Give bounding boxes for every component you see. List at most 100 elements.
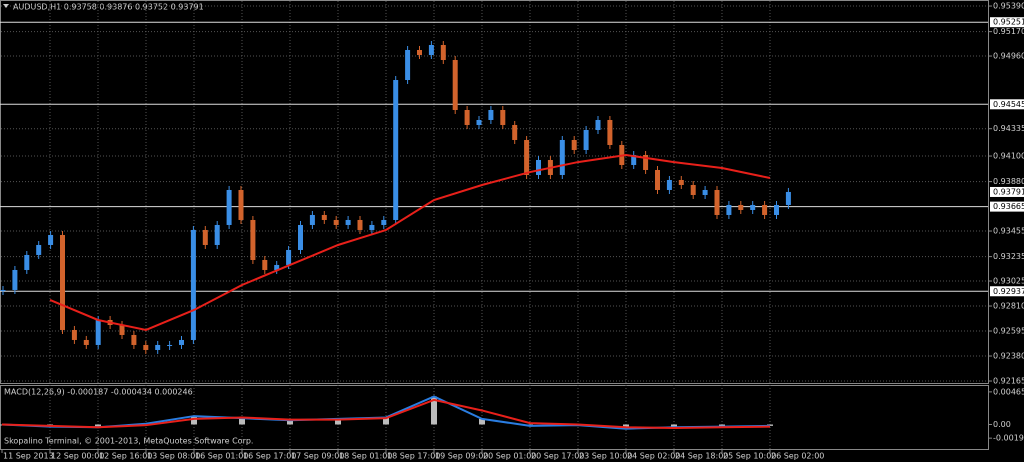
level-box bbox=[990, 186, 1024, 197]
candle bbox=[536, 159, 541, 175]
candle bbox=[202, 229, 208, 245]
candle bbox=[274, 264, 280, 270]
price-label: 0.92810 bbox=[993, 302, 1024, 311]
candle bbox=[155, 344, 161, 350]
candle bbox=[309, 214, 315, 225]
candle bbox=[785, 191, 791, 205]
date-label: 12 Sep 16:00 bbox=[99, 452, 152, 461]
candle bbox=[60, 234, 65, 330]
symbol-header: AUDUSD,H1 0.93758 0.93876 0.93752 0.9379… bbox=[13, 3, 204, 12]
candle bbox=[464, 109, 470, 125]
candle bbox=[595, 119, 601, 130]
candle bbox=[476, 119, 482, 125]
date-label: 25 Sep 10:00 bbox=[723, 452, 776, 461]
date-label: 26 Sep 02:00 bbox=[771, 452, 824, 461]
menu-arrow[interactable] bbox=[3, 4, 9, 8]
candle bbox=[24, 254, 30, 270]
candle bbox=[381, 219, 387, 225]
date-label: 20 Sep 01:00 bbox=[483, 452, 536, 461]
candle bbox=[286, 249, 292, 265]
date-label: 24 Sep 18:00 bbox=[675, 452, 728, 461]
candle bbox=[678, 179, 684, 185]
price-label: 0.95170 bbox=[993, 27, 1024, 36]
candle bbox=[345, 219, 351, 225]
candle bbox=[738, 204, 744, 210]
candle bbox=[262, 259, 268, 270]
candle bbox=[333, 219, 339, 225]
candle bbox=[238, 189, 244, 220]
candle bbox=[559, 139, 565, 175]
macd-bar bbox=[767, 424, 773, 426]
date-label: 17 Sep 09:00 bbox=[291, 452, 344, 461]
level-label: 0.95251 bbox=[993, 18, 1024, 27]
macd-bar bbox=[191, 416, 197, 425]
macd-bar bbox=[719, 424, 725, 427]
candle bbox=[726, 204, 732, 215]
level-box bbox=[990, 17, 1024, 28]
candle bbox=[488, 109, 494, 120]
candle bbox=[12, 269, 18, 290]
candle bbox=[714, 189, 720, 215]
candle bbox=[393, 79, 399, 220]
price-label: 0.95390 bbox=[993, 2, 1024, 11]
macd-bar bbox=[335, 418, 341, 425]
price-label: 0.93455 bbox=[993, 227, 1024, 236]
candle bbox=[666, 179, 672, 190]
level-label: 0.92937 bbox=[993, 287, 1024, 296]
macd-bar bbox=[287, 420, 293, 425]
date-label: 16 Sep 17:00 bbox=[243, 452, 296, 461]
copyright: Skopalino Terminal, © 2001-2013, MetaQuo… bbox=[4, 437, 253, 446]
signal-line bbox=[1, 398, 771, 429]
candle bbox=[512, 124, 518, 140]
candle bbox=[95, 319, 101, 345]
candle bbox=[357, 219, 363, 230]
date-label: 16 Sep 01:00 bbox=[195, 452, 248, 461]
candle bbox=[524, 139, 530, 175]
date-label: 24 Sep 02:00 bbox=[627, 452, 680, 461]
candle bbox=[571, 139, 577, 150]
candle bbox=[48, 234, 54, 245]
candle bbox=[321, 214, 327, 220]
level-box bbox=[990, 201, 1024, 212]
level-box bbox=[990, 99, 1024, 110]
candle bbox=[214, 224, 220, 245]
main-panel bbox=[0, 0, 989, 384]
candle bbox=[417, 49, 422, 55]
macd-panel bbox=[0, 385, 989, 450]
level-label: 0.93665 bbox=[993, 202, 1024, 211]
candle bbox=[774, 204, 779, 215]
candle bbox=[179, 339, 184, 345]
macd-tick-label: -0.00195 bbox=[993, 434, 1024, 443]
candle bbox=[643, 154, 649, 170]
candle bbox=[190, 229, 196, 340]
candle bbox=[452, 59, 458, 110]
macd-bar bbox=[671, 424, 677, 428]
price-label: 0.93880 bbox=[993, 177, 1024, 186]
candle bbox=[226, 189, 232, 225]
candle bbox=[702, 189, 708, 195]
level-label: 0.94545 bbox=[993, 100, 1024, 109]
price-label: 0.94100 bbox=[993, 152, 1024, 161]
macd-bar bbox=[383, 417, 389, 425]
date-label: 12 Sep 00:00 bbox=[51, 452, 104, 461]
candle bbox=[583, 129, 589, 150]
candle bbox=[690, 184, 696, 195]
candle bbox=[655, 169, 660, 190]
price-label: 0.94960 bbox=[993, 52, 1024, 61]
price-label: 0.92380 bbox=[993, 352, 1024, 361]
candle bbox=[631, 154, 637, 165]
date-label: 18 Sep 17:00 bbox=[387, 452, 440, 461]
macd-bar bbox=[95, 424, 101, 428]
candle bbox=[131, 334, 137, 345]
candle bbox=[83, 339, 89, 345]
candle bbox=[750, 204, 756, 210]
candle bbox=[167, 344, 173, 346]
date-label: 13 Sep 08:00 bbox=[147, 452, 200, 461]
macd-bar bbox=[479, 418, 485, 425]
macd-bar bbox=[431, 396, 437, 425]
candle bbox=[405, 49, 411, 80]
candle bbox=[119, 324, 125, 335]
level-box bbox=[990, 286, 1024, 297]
date-label: 18 Sep 01:00 bbox=[339, 452, 392, 461]
candle bbox=[143, 344, 149, 350]
